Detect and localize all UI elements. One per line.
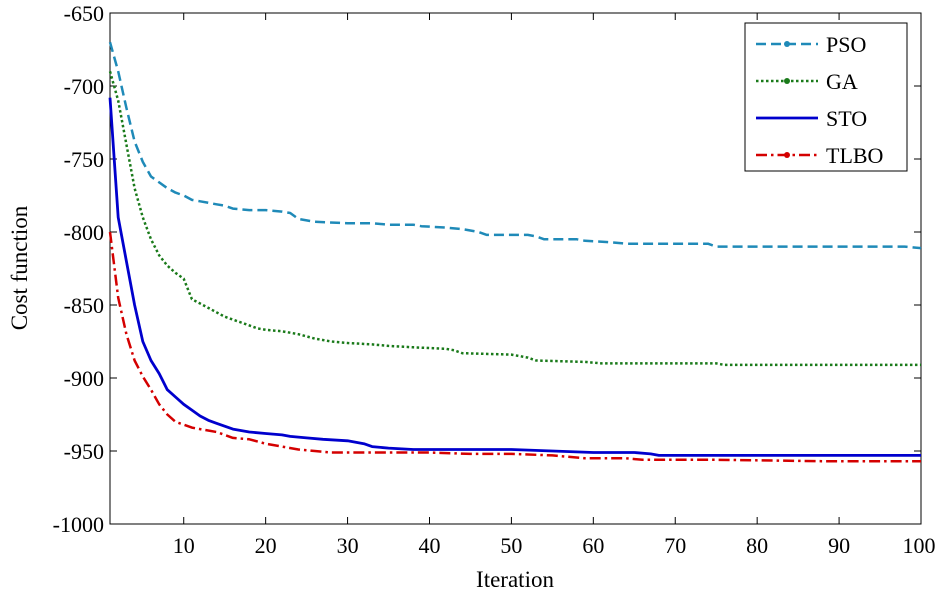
y-axis-label: Cost function	[7, 205, 32, 330]
x-tick-label: 100	[903, 533, 936, 558]
series-line-tlbo	[108, 231, 921, 463]
x-tick-label: 80	[746, 533, 768, 558]
legend-box	[744, 22, 908, 172]
series-line-ga	[108, 71, 921, 367]
x-tick-label: 60	[582, 533, 604, 558]
legend: PSO GA STO TLBO	[744, 22, 908, 172]
series-line-sto	[108, 97, 921, 457]
legend-marker-pso	[784, 41, 790, 47]
x-tick-label: 90	[828, 533, 850, 558]
y-tick-label: -900	[64, 366, 104, 391]
data-series	[108, 41, 922, 463]
x-tick-label: 30	[337, 533, 359, 558]
y-tick-label: -700	[64, 74, 104, 99]
y-tick-label: -800	[64, 220, 104, 245]
x-tick-label: 50	[500, 533, 522, 558]
legend-label-tlbo: TLBO	[826, 143, 883, 168]
legend-marker-tlbo	[784, 152, 790, 158]
x-tick-label: 40	[418, 533, 440, 558]
legend-marker-ga	[784, 78, 790, 84]
y-tick-label: -850	[64, 293, 104, 318]
y-tick-label: -750	[64, 147, 104, 172]
y-tick-label: -650	[64, 1, 104, 26]
x-tick-label: 70	[664, 533, 686, 558]
legend-label-ga: GA	[826, 69, 858, 94]
x-tick-label: 10	[173, 533, 195, 558]
legend-label-sto: STO	[826, 106, 867, 131]
y-tick-label: -950	[64, 439, 104, 464]
y-tick-label: -1000	[53, 512, 104, 537]
x-axis-label: Iteration	[476, 567, 554, 592]
legend-label-pso: PSO	[826, 32, 866, 57]
axis-ticks: 10 20 30 40 50 60 70 80 90 100 -650 -700 -750 -800 -85…	[53, 1, 936, 558]
series-line-pso	[108, 41, 922, 250]
x-tick-label: 20	[255, 533, 277, 558]
